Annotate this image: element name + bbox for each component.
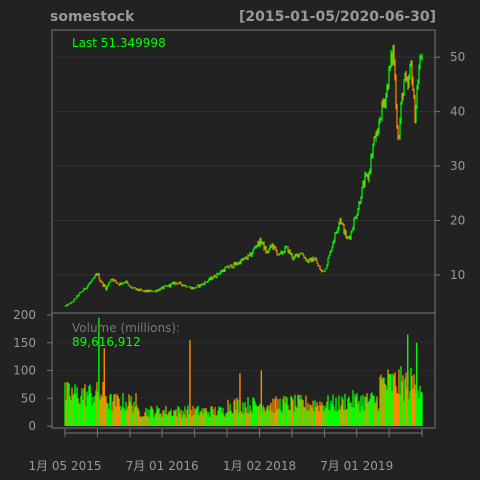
time-tick-label: 7月 01 2019 <box>320 459 393 473</box>
price-tick-label: 30 <box>450 159 465 173</box>
volume-bars <box>64 317 423 426</box>
price-candles <box>64 44 423 307</box>
volume-axis: 0 50 100 150 200 <box>13 308 52 433</box>
volume-tick-label: 150 <box>13 336 36 350</box>
price-tick-label: 10 <box>450 268 465 282</box>
volume-tick-label: 200 <box>13 308 36 322</box>
time-tick-label: 7月 01 2016 <box>126 459 199 473</box>
price-tick-label: 20 <box>450 213 465 227</box>
volume-tick-label: 50 <box>21 391 36 405</box>
time-tick-label: 1月 02 2018 <box>223 459 296 473</box>
volume-tick-label: 0 <box>28 419 36 433</box>
volume-label: Volume (millions): <box>72 321 180 335</box>
time-axis: 1月 05 2015 7月 01 2016 1月 02 2018 7月 01 2019 <box>28 429 423 473</box>
price-tick-label: 50 <box>450 50 465 64</box>
last-price-label: Last 51.349998 <box>72 36 166 50</box>
volume-value: 89,616,912 <box>72 335 141 349</box>
volume-tick-label: 100 <box>13 364 36 378</box>
chart-date-range: [2015-01-05/2020-06-30] <box>239 9 436 25</box>
price-axis: 10 20 30 40 50 <box>435 50 465 282</box>
chart-title: somestock <box>50 9 135 25</box>
time-tick-label: 1月 05 2015 <box>28 459 101 473</box>
price-tick-label: 40 <box>450 105 465 119</box>
